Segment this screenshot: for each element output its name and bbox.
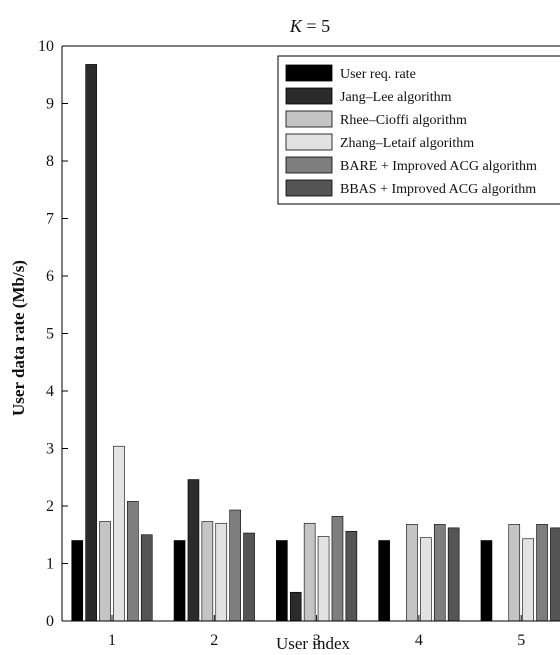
legend-swatch [285, 87, 333, 105]
x-tick-label: 3 [313, 632, 321, 649]
y-tick-label: 9 [46, 96, 54, 113]
legend-swatch [285, 179, 333, 197]
bar [522, 538, 534, 622]
bar [127, 501, 139, 622]
bar [447, 527, 460, 622]
legend-entry: BBAS + Improved ACG algorithm [340, 182, 536, 197]
bar [303, 522, 316, 622]
bar [243, 532, 255, 622]
bar [317, 536, 330, 622]
bar [331, 516, 344, 622]
y-tick-label: 2 [46, 498, 54, 515]
bar [229, 509, 241, 622]
y-tick-label: 3 [46, 441, 54, 458]
bar [113, 445, 125, 622]
legend-swatch [285, 156, 333, 174]
legend-swatch [285, 64, 333, 82]
bar [71, 540, 84, 622]
legend-swatch [285, 110, 333, 128]
x-axis-label: User index [276, 634, 351, 653]
y-tick-label: 6 [46, 268, 54, 285]
bar [550, 527, 560, 622]
x-tick-label: 4 [415, 632, 423, 649]
legend-entry: User req. rate [340, 67, 416, 82]
chart-title: K = 5 [289, 16, 330, 36]
legend-entry: Rhee–Cioffi algorithm [340, 113, 467, 128]
bars-group [71, 64, 560, 622]
bar [85, 64, 97, 622]
legend: User req. rate Jang–Lee algorithm Rhee–Cio… [277, 55, 560, 205]
legend-entry: Jang–Lee algorithm [340, 90, 452, 105]
y-tick-label: 10 [38, 38, 54, 55]
legend-entry: BARE + Improved ACG algorithm [340, 159, 537, 174]
bar [508, 524, 521, 622]
y-tick-label: 7 [46, 211, 54, 228]
bar [433, 524, 446, 622]
x-tick-label: 1 [108, 632, 116, 649]
legend-swatch [285, 133, 333, 151]
y-tick-label: 4 [46, 383, 54, 400]
y-tick-label: 8 [46, 153, 54, 170]
bar [420, 537, 432, 622]
bar [536, 524, 548, 622]
legend-entry: Zhang–Letaif algorithm [340, 136, 474, 151]
bar [276, 540, 288, 622]
bar [140, 534, 153, 622]
bar [173, 540, 186, 622]
x-tick-label: 5 [517, 632, 525, 649]
bar [378, 540, 390, 622]
bar [345, 530, 358, 622]
bar [99, 521, 111, 622]
bar [406, 524, 418, 622]
bar [201, 521, 214, 622]
y-tick-label: 5 [46, 326, 54, 343]
y-tick-label: 1 [46, 556, 54, 573]
bar [215, 522, 228, 622]
x-tick-label: 2 [210, 632, 218, 649]
bar [289, 591, 302, 622]
bar [480, 540, 493, 622]
y-tick-label: 0 [46, 613, 54, 630]
axes-group: 0 1 2 3 4 5 6 7 8 9 10 1 2 3 4 5 [38, 38, 560, 649]
bar [187, 479, 200, 622]
y-axis-label: User data rate (Mb/s) [9, 260, 28, 416]
